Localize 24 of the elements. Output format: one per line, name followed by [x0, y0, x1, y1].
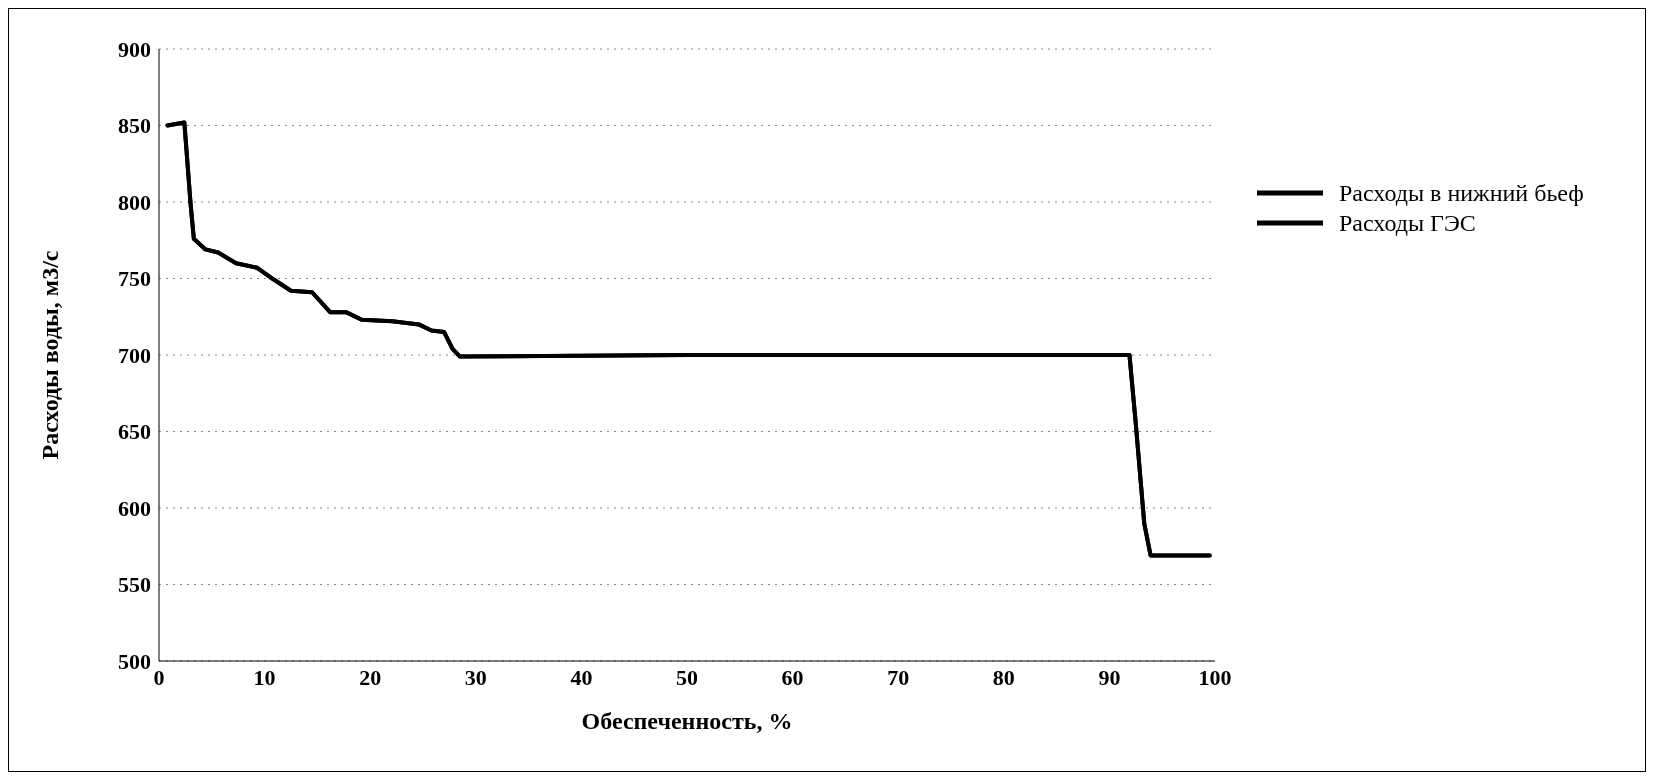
y-tick-label: 500 — [118, 648, 151, 674]
x-axis-title: Обеспеченность, % — [581, 708, 793, 734]
legend-label: Расходы в нижний бьеф — [1339, 179, 1584, 207]
y-tick-label: 750 — [118, 266, 151, 292]
x-tick-label: 50 — [676, 664, 698, 690]
y-tick-label: 550 — [118, 572, 151, 598]
x-tick-label: 30 — [464, 664, 487, 690]
legend-label: Расходы ГЭС — [1339, 209, 1476, 237]
y-tick-label: 900 — [118, 36, 151, 62]
y-tick-label: 800 — [118, 189, 151, 215]
x-tick-label: 0 — [153, 664, 165, 690]
x-tick-label: 80 — [992, 664, 1015, 690]
y-tick-label: 850 — [118, 113, 151, 139]
y-tick-label: 650 — [118, 419, 151, 445]
y-axis-title: Расходы воды, м3/с — [36, 250, 63, 460]
x-tick-label: 60 — [781, 664, 804, 690]
y-tick-label: 700 — [118, 342, 151, 368]
x-tick-label: 40 — [570, 664, 593, 690]
y-tick-label: 600 — [118, 495, 151, 521]
x-tick-label: 70 — [887, 664, 910, 690]
x-tick-label: 10 — [253, 664, 276, 690]
x-tick-label: 90 — [1098, 664, 1121, 690]
x-tick-label: 20 — [359, 664, 382, 690]
x-tick-label: 100 — [1198, 664, 1232, 690]
